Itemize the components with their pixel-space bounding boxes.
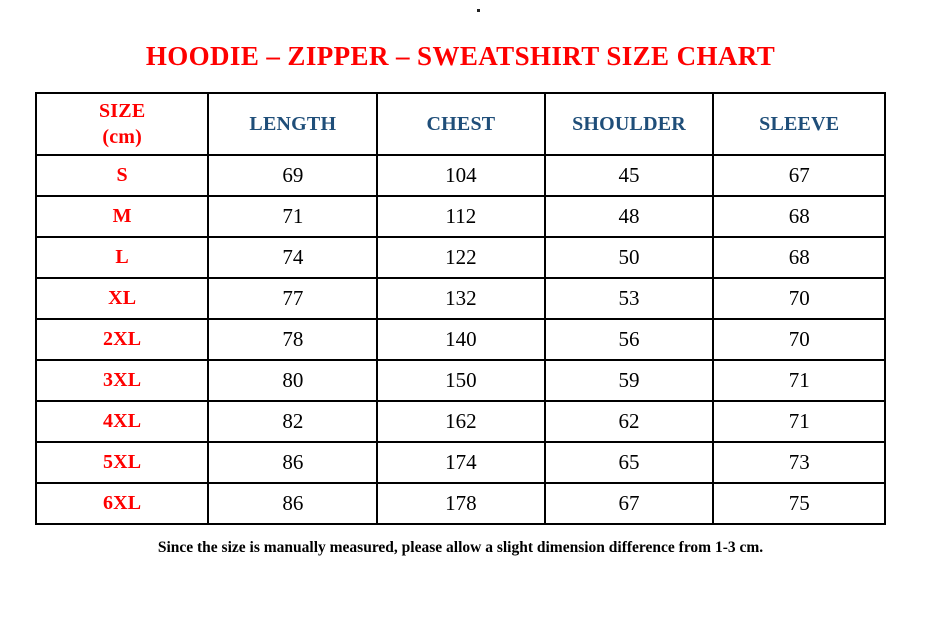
table-row: XL 77 132 53 70: [34, 277, 886, 320]
measurement-cell: 80: [207, 359, 379, 402]
size-cell: 3XL: [34, 359, 210, 402]
column-header-length: LENGTH: [207, 92, 379, 156]
column-header-sleeve: SLEEVE: [712, 92, 886, 156]
table-row: 2XL 78 140 56 70: [34, 318, 886, 361]
measurement-cell: 71: [207, 195, 379, 238]
column-header-size: SIZE (cm): [34, 92, 210, 156]
measurement-cell: 67: [712, 154, 886, 197]
measurement-cell: 178: [376, 482, 546, 525]
page-title: HOODIE – ZIPPER – SWEATSHIRT SIZE CHART: [145, 41, 776, 71]
measurement-cell: 86: [207, 441, 379, 484]
measurement-cell: 174: [376, 441, 546, 484]
measurement-cell: 71: [712, 359, 886, 402]
measurement-cell: 112: [376, 195, 546, 238]
measurement-cell: 82: [207, 400, 379, 443]
table-row: S 69 104 45 67: [34, 154, 886, 197]
measurement-cell: 140: [376, 318, 546, 361]
measurement-cell: 73: [712, 441, 886, 484]
measurement-cell: 70: [712, 318, 886, 361]
measurement-cell: 48: [543, 195, 715, 238]
measurement-cell: 71: [712, 400, 886, 443]
column-header-size-line1: SIZE: [98, 100, 146, 122]
measurement-cell: 59: [543, 359, 715, 402]
size-cell: XL: [34, 277, 210, 320]
size-cell: L: [34, 236, 210, 279]
measurement-cell: 68: [712, 236, 886, 279]
stray-dot-mark: [477, 9, 480, 12]
measurement-cell: 75: [712, 482, 886, 525]
measurement-cell: 104: [376, 154, 546, 197]
measurement-cell: 70: [712, 277, 886, 320]
measurement-cell: 69: [207, 154, 379, 197]
measurement-cell: 74: [207, 236, 379, 279]
size-cell: 2XL: [34, 318, 210, 361]
measurement-cell: 132: [376, 277, 546, 320]
size-table-container: SIZE (cm) LENGTH CHEST SHOULDER SLEEVE S…: [34, 92, 886, 525]
size-cell: 5XL: [34, 441, 210, 484]
column-header-chest: CHEST: [376, 92, 546, 156]
measurement-cell: 68: [712, 195, 886, 238]
table-row: 3XL 80 150 59 71: [34, 359, 886, 402]
measurement-cell: 45: [543, 154, 715, 197]
table-header-row: SIZE (cm) LENGTH CHEST SHOULDER SLEEVE: [34, 92, 886, 156]
measurement-cell: 150: [376, 359, 546, 402]
measurement-cell: 86: [207, 482, 379, 525]
measurement-cell: 56: [543, 318, 715, 361]
table-row: 4XL 82 162 62 71: [34, 400, 886, 443]
size-cell: M: [34, 195, 210, 238]
measurement-cell: 78: [207, 318, 379, 361]
table-row: M 71 112 48 68: [34, 195, 886, 238]
size-cell: S: [34, 154, 210, 197]
measurement-cell: 53: [543, 277, 715, 320]
column-header-shoulder: SHOULDER: [543, 92, 715, 156]
measurement-cell: 62: [543, 400, 715, 443]
size-cell: 6XL: [34, 482, 210, 525]
measurement-cell: 77: [207, 277, 379, 320]
table-row: 6XL 86 178 67 75: [34, 482, 886, 525]
measurement-cell: 122: [376, 236, 546, 279]
measurement-cell: 50: [543, 236, 715, 279]
measurement-disclaimer: Since the size is manually measured, ple…: [157, 539, 764, 556]
size-table: SIZE (cm) LENGTH CHEST SHOULDER SLEEVE S…: [34, 92, 886, 525]
table-row: 5XL 86 174 65 73: [34, 441, 886, 484]
measurement-cell: 65: [543, 441, 715, 484]
size-cell: 4XL: [34, 400, 210, 443]
column-header-size-line2: (cm): [102, 126, 142, 148]
measurement-cell: 67: [543, 482, 715, 525]
table-row: L 74 122 50 68: [34, 236, 886, 279]
size-table-body: S 69 104 45 67 M 71 112 48 68 L 74 122 50 68 XL 77 132 53 7…: [34, 154, 886, 525]
measurement-cell: 162: [376, 400, 546, 443]
